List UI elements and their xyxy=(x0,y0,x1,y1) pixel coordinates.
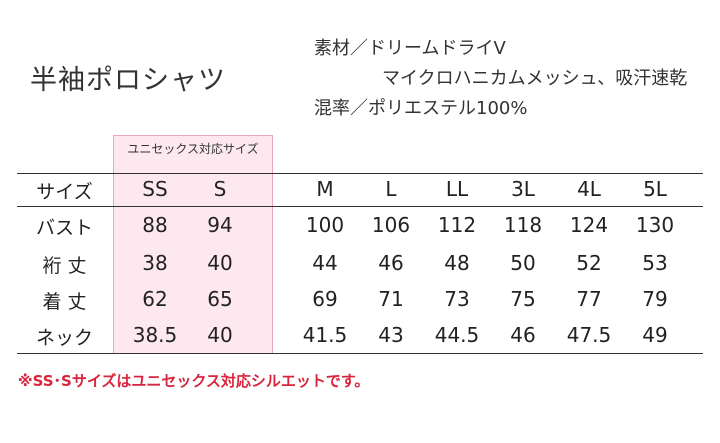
table-cell: 48 xyxy=(444,251,470,275)
table-cell: 94 xyxy=(207,213,233,237)
unisex-highlight xyxy=(113,135,273,354)
table-cell: 40 xyxy=(207,323,233,347)
table-bottom-rule xyxy=(17,353,703,354)
size-header-ss: SS xyxy=(142,177,168,201)
table-cell: 73 xyxy=(444,287,470,311)
table-cell: 40 xyxy=(207,251,233,275)
table-cell: 88 xyxy=(142,213,168,237)
table-cell: 43 xyxy=(378,323,404,347)
table-cell: 46 xyxy=(510,323,536,347)
table-top-rule xyxy=(17,173,703,174)
table-cell: 112 xyxy=(437,213,477,237)
table-cell: 130 xyxy=(635,213,675,237)
row-label-sleeve: 裄 丈 xyxy=(42,255,87,277)
table-cell: 50 xyxy=(510,251,536,275)
table-cell: 69 xyxy=(312,287,338,311)
table-cell: 46 xyxy=(378,251,404,275)
size-header-ll: LL xyxy=(445,177,469,201)
table-cell: 47.5 xyxy=(566,323,612,347)
table-cell: 106 xyxy=(371,213,411,237)
table-cell: 100 xyxy=(305,213,345,237)
table-cell: 41.5 xyxy=(302,323,348,347)
table-cell: 75 xyxy=(510,287,536,311)
table-cell: 79 xyxy=(642,287,668,311)
unisex-note: ※SS･Sサイズはユニセックス対応シルエットです。 xyxy=(18,372,370,390)
table-cell: 77 xyxy=(576,287,602,311)
material-info: 素材／ドリームドライV マイクロハニカムメッシュ、吸汗速乾 混率／ポリエステル1… xyxy=(314,34,687,124)
size-header-3l: 3L xyxy=(511,177,535,201)
size-header-5l: 5L xyxy=(643,177,667,201)
material-line-1: 素材／ドリームドライV xyxy=(314,38,506,59)
unisex-label: ユニセックス対応サイズ xyxy=(127,142,259,156)
table-cell: 49 xyxy=(642,323,668,347)
header-label: サイズ xyxy=(36,181,93,203)
size-header-s: S xyxy=(213,177,227,201)
table-cell: 65 xyxy=(207,287,233,311)
page-title: 半袖ポロシャツ xyxy=(30,65,226,96)
table-cell: 62 xyxy=(142,287,168,311)
size-header-4l: 4L xyxy=(577,177,601,201)
row-label-length: 着 丈 xyxy=(42,291,87,313)
row-label-neck: ネック xyxy=(35,327,93,349)
table-header-rule xyxy=(17,206,703,207)
table-cell: 44 xyxy=(312,251,338,275)
size-header-l: L xyxy=(385,177,397,201)
material-line-3: 混率／ポリエステル100% xyxy=(314,98,528,119)
table-cell: 38.5 xyxy=(132,323,178,347)
table-cell: 71 xyxy=(378,287,404,311)
size-header-m: M xyxy=(316,177,334,201)
table-cell: 44.5 xyxy=(434,323,480,347)
row-label-bust: バスト xyxy=(35,217,93,239)
table-cell: 118 xyxy=(503,213,543,237)
table-cell: 124 xyxy=(569,213,609,237)
table-cell: 52 xyxy=(576,251,602,275)
table-cell: 53 xyxy=(642,251,668,275)
table-cell: 38 xyxy=(142,251,168,275)
material-line-2: マイクロハニカムメッシュ、吸汗速乾 xyxy=(382,68,688,89)
